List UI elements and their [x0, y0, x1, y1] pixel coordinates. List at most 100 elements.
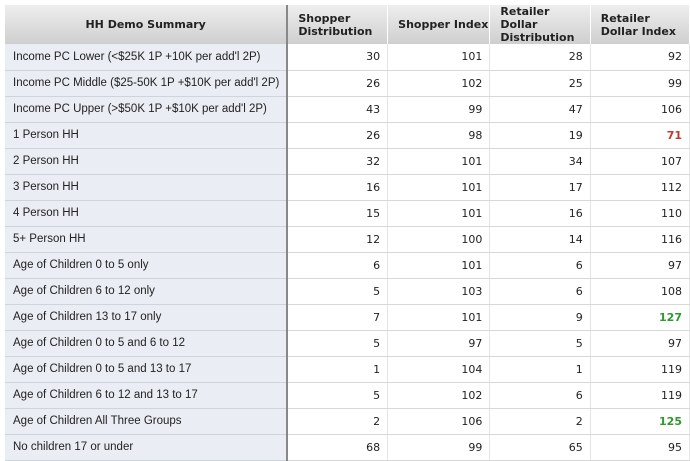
cell-shopper-index: 98 — [387, 122, 491, 149]
cell-shopper-distribution: 5 — [287, 330, 389, 357]
row-label: 4 Person HH — [5, 200, 289, 227]
cell-shopper-index: 101 — [387, 200, 491, 227]
cell-shopper-distribution: 1 — [287, 356, 389, 383]
cell-retailer-dollar-index: 92 — [590, 44, 690, 71]
cell-retailer-dollar-index: 97 — [590, 252, 690, 279]
cell-shopper-index: 102 — [387, 70, 491, 97]
row-label: Age of Children All Three Groups — [5, 408, 289, 435]
cell-retailer-dollar-distribution: 34 — [489, 148, 591, 175]
cell-retailer-dollar-distribution: 25 — [489, 70, 591, 97]
row-label: No children 17 or under — [5, 434, 289, 461]
cell-retailer-dollar-index: 71 — [590, 122, 690, 149]
cell-retailer-dollar-index: 127 — [590, 304, 690, 331]
cell-shopper-index: 104 — [387, 356, 491, 383]
cell-retailer-dollar-index: 119 — [590, 382, 690, 409]
table-row: 1 Person HH 26 98 19 71 — [5, 122, 690, 149]
column-header-hh-demo-summary[interactable]: HH Demo Summary — [5, 5, 289, 44]
cell-retailer-dollar-distribution: 9 — [489, 304, 591, 331]
cell-shopper-distribution: 30 — [287, 44, 389, 71]
cell-retailer-dollar-index: 97 — [590, 330, 690, 357]
cell-retailer-dollar-distribution: 65 — [489, 434, 591, 461]
cell-retailer-dollar-distribution: 17 — [489, 174, 591, 201]
cell-retailer-dollar-index: 110 — [590, 200, 690, 227]
cell-shopper-index: 106 — [387, 408, 491, 435]
column-header-retailer-dollar-distribution[interactable]: Retailer Dollar Distribution — [489, 5, 591, 44]
cell-shopper-index: 101 — [387, 174, 491, 201]
hh-demo-summary-table: HH Demo Summary Shopper Distribution Sho… — [5, 5, 690, 461]
cell-retailer-dollar-distribution: 2 — [489, 408, 591, 435]
row-label: Age of Children 0 to 5 only — [5, 252, 289, 279]
cell-retailer-dollar-distribution: 6 — [489, 278, 591, 305]
cell-shopper-distribution: 12 — [287, 226, 389, 253]
header-row: HH Demo Summary Shopper Distribution Sho… — [5, 5, 690, 44]
cell-shopper-distribution: 2 — [287, 408, 389, 435]
table-row: Age of Children 6 to 12 and 13 to 17 5 102… — [5, 382, 690, 409]
cell-retailer-dollar-distribution: 14 — [489, 226, 591, 253]
column-header-shopper-distribution[interactable]: Shopper Distribution — [287, 5, 389, 44]
cell-shopper-index: 101 — [387, 252, 491, 279]
cell-retailer-dollar-index: 112 — [590, 174, 690, 201]
cell-shopper-distribution: 43 — [287, 96, 389, 123]
cell-retailer-dollar-distribution: 28 — [489, 44, 591, 71]
table-row: Age of Children 0 to 5 and 13 to 17 1 104 1… — [5, 356, 690, 383]
table-row: Income PC Upper (>$50K 1P +$10K per add'… — [5, 96, 690, 123]
row-label: Age of Children 13 to 17 only — [5, 304, 289, 331]
cell-shopper-index: 102 — [387, 382, 491, 409]
cell-retailer-dollar-index: 119 — [590, 356, 690, 383]
row-label: Age of Children 0 to 5 and 13 to 17 — [5, 356, 289, 383]
table-row: No children 17 or under 68 99 65 95 — [5, 434, 690, 461]
table-row: 4 Person HH 15 101 16 110 — [5, 200, 690, 227]
cell-shopper-index: 100 — [387, 226, 491, 253]
cell-shopper-distribution: 26 — [287, 122, 389, 149]
column-header-shopper-index[interactable]: Shopper Index — [387, 5, 491, 44]
row-label: Age of Children 6 to 12 only — [5, 278, 289, 305]
cell-shopper-index: 101 — [387, 148, 491, 175]
cell-retailer-dollar-index: 108 — [590, 278, 690, 305]
cell-shopper-distribution: 7 — [287, 304, 389, 331]
table-row: Age of Children 13 to 17 only 7 101 9 127 — [5, 304, 690, 331]
row-label: Age of Children 6 to 12 and 13 to 17 — [5, 382, 289, 409]
cell-shopper-index: 101 — [387, 304, 491, 331]
cell-retailer-dollar-index: 107 — [590, 148, 690, 175]
row-label: Income PC Upper (>$50K 1P +$10K per add'… — [5, 96, 289, 123]
row-label: 1 Person HH — [5, 122, 289, 149]
cell-shopper-index: 97 — [387, 330, 491, 357]
table-row: 5+ Person HH 12 100 14 116 — [5, 226, 690, 253]
cell-shopper-distribution: 16 — [287, 174, 389, 201]
table-row: Income PC Lower (<$25K 1P +10K per add'l… — [5, 44, 690, 71]
table-row: Age of Children 6 to 12 only 5 103 6 108 — [5, 278, 690, 305]
cell-retailer-dollar-distribution: 6 — [489, 382, 591, 409]
row-label: Income PC Lower (<$25K 1P +10K per add'l… — [5, 44, 289, 71]
cell-shopper-index: 103 — [387, 278, 491, 305]
cell-retailer-dollar-index: 99 — [590, 70, 690, 97]
row-label: Age of Children 0 to 5 and 6 to 12 — [5, 330, 289, 357]
cell-retailer-dollar-index: 95 — [590, 434, 690, 461]
cell-retailer-dollar-distribution: 47 — [489, 96, 591, 123]
cell-shopper-distribution: 32 — [287, 148, 389, 175]
cell-shopper-distribution: 68 — [287, 434, 389, 461]
cell-shopper-distribution: 6 — [287, 252, 389, 279]
column-header-retailer-dollar-index[interactable]: Retailer Dollar Index — [590, 5, 690, 44]
cell-retailer-dollar-distribution: 5 — [489, 330, 591, 357]
row-label: Income PC Middle ($25-50K 1P +$10K per a… — [5, 70, 289, 97]
cell-shopper-index: 99 — [387, 434, 491, 461]
cell-shopper-index: 101 — [387, 44, 491, 71]
table-row: 3 Person HH 16 101 17 112 — [5, 174, 690, 201]
cell-shopper-index: 99 — [387, 96, 491, 123]
cell-retailer-dollar-distribution: 16 — [489, 200, 591, 227]
cell-shopper-distribution: 5 — [287, 382, 389, 409]
cell-retailer-dollar-index: 106 — [590, 96, 690, 123]
cell-retailer-dollar-distribution: 6 — [489, 252, 591, 279]
row-label: 3 Person HH — [5, 174, 289, 201]
table-row: Income PC Middle ($25-50K 1P +$10K per a… — [5, 70, 690, 97]
row-label: 5+ Person HH — [5, 226, 289, 253]
table-row: Age of Children 0 to 5 only 6 101 6 97 — [5, 252, 690, 279]
row-label: 2 Person HH — [5, 148, 289, 175]
cell-shopper-distribution: 26 — [287, 70, 389, 97]
cell-retailer-dollar-index: 125 — [590, 408, 690, 435]
cell-shopper-distribution: 15 — [287, 200, 389, 227]
cell-retailer-dollar-distribution: 1 — [489, 356, 591, 383]
cell-retailer-dollar-distribution: 19 — [489, 122, 591, 149]
table-row: Age of Children 0 to 5 and 6 to 12 5 97 5 97 — [5, 330, 690, 357]
cell-shopper-distribution: 5 — [287, 278, 389, 305]
